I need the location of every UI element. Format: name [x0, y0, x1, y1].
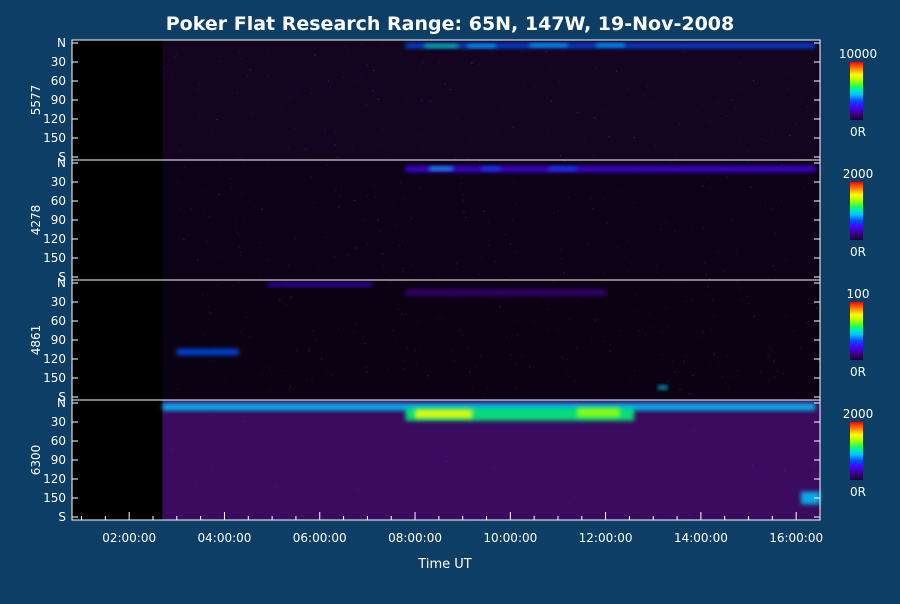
y-tick-label: 90: [51, 333, 66, 347]
x-tick-label: 14:00:00: [674, 531, 728, 545]
x-tick-label: 12:00:00: [579, 531, 633, 545]
emission-feature: [800, 491, 820, 505]
y-tick-label: 30: [51, 415, 66, 429]
colorbar: [850, 62, 863, 120]
y-tick-label: 60: [51, 434, 66, 448]
chart-title: Poker Flat Research Range: 65N, 147W, 19…: [166, 13, 734, 35]
emission-feature: [429, 166, 454, 171]
x-tick-label: 10:00:00: [483, 531, 537, 545]
colorbar-max-label: 2000: [843, 407, 874, 421]
x-tick-label: 16:00:00: [769, 531, 823, 545]
y-tick-label: 150: [43, 131, 66, 145]
colorbar: [850, 422, 863, 480]
emission-feature: [405, 166, 816, 172]
panel-4861: N 30 60 90 120 150 S 4861 100 0R: [29, 276, 869, 404]
colorbar-min-label: 0R: [850, 485, 866, 499]
panels: N 30 60 90 120 150 S 5577 10000 0R N 30 60 90 120 150 S 4…: [29, 36, 877, 524]
emission-feature: [176, 348, 239, 356]
x-axis-label: Time UT: [417, 557, 471, 572]
data-region: [162, 40, 821, 160]
wavelength-label: 5577: [29, 85, 43, 116]
emission-feature: [415, 409, 473, 419]
wavelength-label: 4278: [29, 205, 43, 236]
y-tick-label: S: [58, 390, 66, 404]
x-axis: 02:00:00 04:00:00 06:00:00 08:00:00 10:00:00…: [81, 512, 823, 545]
colorbar: [850, 182, 863, 240]
x-tick-label: 04:00:00: [198, 531, 252, 545]
colorbar-min-label: 0R: [850, 245, 866, 259]
panel-4278: N 30 60 90 120 150 S 4278 2000 0R: [29, 156, 873, 284]
x-tick-label: 02:00:00: [102, 531, 156, 545]
colorbar: [850, 302, 863, 360]
y-tick-label: 150: [43, 251, 66, 265]
colorbar-min-label: 0R: [850, 125, 866, 139]
wavelength-label: 6300: [29, 445, 43, 476]
y-tick-label: 60: [51, 314, 66, 328]
y-tick-label: 60: [51, 194, 66, 208]
x-tick-label: 06:00:00: [293, 531, 347, 545]
y-tick-label: 60: [51, 74, 66, 88]
emission-feature: [405, 289, 606, 296]
y-tick-label: N: [57, 396, 66, 410]
y-tick-label: S: [58, 150, 66, 164]
y-tick-label: 90: [51, 93, 66, 107]
data-region: [162, 160, 821, 280]
y-tick-label: 150: [43, 491, 66, 505]
emission-feature: [658, 385, 668, 390]
y-tick-label: 150: [43, 371, 66, 385]
y-tick-label: 120: [43, 232, 66, 246]
y-tick-label: N: [57, 36, 66, 50]
y-tick-label: S: [58, 510, 66, 524]
emission-feature: [548, 166, 578, 171]
emission-feature: [467, 44, 497, 48]
y-tick-label: 90: [51, 213, 66, 227]
y-tick-label: N: [57, 156, 66, 170]
noise-speckle: [176, 280, 820, 402]
panel-5577: N 30 60 90 120 150 S 5577 10000 0R: [29, 36, 877, 164]
y-tick-label: 90: [51, 453, 66, 467]
y-tick-label: 30: [51, 175, 66, 189]
data-region: [162, 280, 821, 400]
y-tick-label: N: [57, 276, 66, 290]
y-tick-label: 30: [51, 295, 66, 309]
colorbar-max-label: 100: [847, 287, 870, 301]
noise-speckle: [177, 160, 820, 282]
panel-6300: N 30 60 90 120 150 S 6300 2000 0R: [29, 396, 873, 524]
colorbar-max-label: 10000: [839, 47, 877, 61]
noise-speckle: [163, 40, 808, 161]
emission-feature: [481, 166, 501, 171]
emission-feature: [596, 43, 625, 47]
y-tick-label: 120: [43, 112, 66, 126]
emission-feature: [577, 408, 620, 417]
wavelength-label: 4861: [29, 325, 43, 356]
y-tick-label: S: [58, 270, 66, 284]
y-tick-label: 120: [43, 352, 66, 366]
emission-feature: [529, 43, 568, 47]
emission-feature: [267, 283, 373, 287]
emission-feature: [162, 403, 816, 411]
emission-feature: [424, 44, 458, 48]
y-tick-label: 30: [51, 55, 66, 69]
colorbar-max-label: 2000: [843, 167, 874, 181]
y-tick-label: 120: [43, 472, 66, 486]
x-tick-label: 08:00:00: [388, 531, 442, 545]
colorbar-min-label: 0R: [850, 365, 866, 379]
